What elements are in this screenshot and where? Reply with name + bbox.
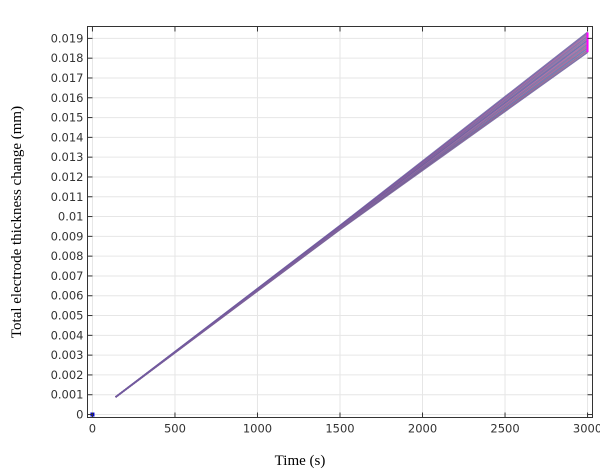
y-tick-label: 0.014 [51, 130, 84, 144]
y-tick-label: 0.013 [51, 150, 84, 164]
x-tick-label: 1000 [243, 422, 272, 436]
y-tick-label: 0.012 [51, 170, 84, 184]
series-line-1 [115, 49, 589, 398]
grid [87, 26, 593, 418]
y-tick-label: 0 [76, 408, 83, 422]
x-tick-label: 0 [89, 422, 96, 436]
y-tick-label: 0.002 [51, 368, 84, 382]
y-tick-label: 0.008 [51, 249, 84, 263]
y-tick-label: 0.005 [51, 309, 84, 323]
y-tick-label: 0.019 [51, 31, 84, 45]
x-tick-label: 3000 [573, 422, 600, 436]
series-lines [90, 31, 589, 417]
x-axis-label: Time (s) [275, 453, 326, 469]
y-tick-label: 0.017 [51, 71, 84, 85]
series-line-0 [115, 51, 589, 398]
x-tick-label: 2000 [408, 422, 437, 436]
y-tick-label: 0.001 [51, 388, 84, 402]
y-tick-label: 0.015 [51, 111, 84, 125]
y-tick-label: 0.016 [51, 91, 84, 105]
y-tick-label: 0.007 [51, 269, 84, 283]
ticks: 0 500 1000 1500 2000 2500 3000 0 0.001 0.002 0.003… [51, 26, 600, 436]
y-tick-label: 0.009 [51, 229, 84, 243]
y-tick-label: 0.003 [51, 348, 84, 362]
y-tick-label: 0.004 [51, 328, 84, 342]
series-line-10 [115, 31, 589, 398]
y-tick-label: 0.006 [51, 289, 84, 303]
y-tick-label: 0.011 [51, 190, 84, 204]
x-tick-label: 1500 [325, 422, 354, 436]
x-tick-label: 2500 [490, 422, 519, 436]
y-tick-label: 0.018 [51, 51, 84, 65]
y-axis-label: Total electrode thickness change (mm) [9, 106, 25, 338]
y-tick-label: 0.01 [58, 210, 84, 224]
x-tick-label: 500 [164, 422, 186, 436]
